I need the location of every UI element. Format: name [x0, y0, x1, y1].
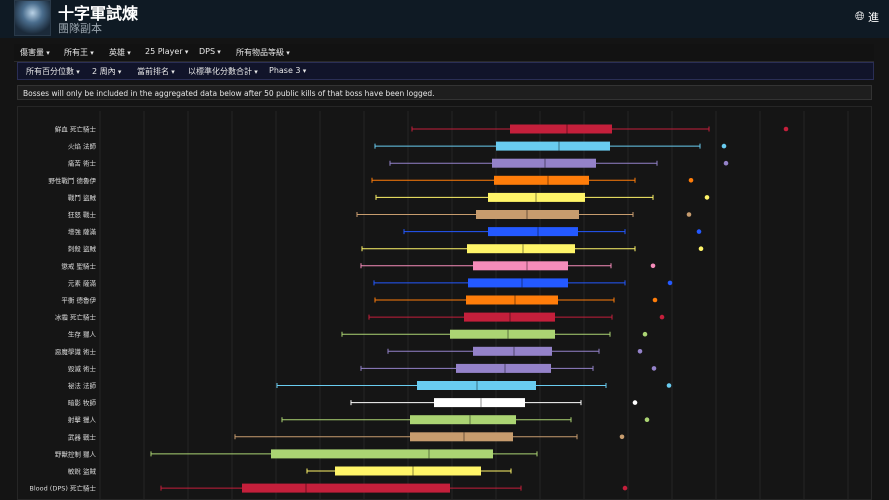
category-label: 刺殺 盜賊 [68, 244, 97, 253]
menu-boss[interactable]: 所有王 [64, 47, 94, 58]
category-label: 戰鬥 盜賊 [68, 193, 97, 202]
outlier-point [723, 160, 729, 166]
box [510, 124, 612, 134]
menu-normalization[interactable]: 以標準化分數合計 [188, 66, 258, 77]
box [450, 329, 555, 339]
outlier-point [704, 195, 710, 200]
category-label: 野性戰鬥 德魯伊 [48, 176, 96, 185]
category-label: 元素 薩滿 [68, 278, 97, 287]
box [456, 363, 551, 373]
category-label: 暗影 牧師 [68, 398, 97, 407]
outlier-point [642, 331, 648, 337]
menu-difficulty[interactable]: 英雄 [109, 47, 131, 58]
category-label: 增強 薩滿 [68, 227, 97, 236]
box [488, 227, 578, 237]
outlier-point [659, 314, 665, 320]
outlier-point [686, 212, 692, 217]
box [466, 295, 558, 305]
menu-role[interactable]: DPS [199, 47, 221, 56]
box [468, 278, 568, 288]
globe-icon[interactable]: 🌐︎ [855, 9, 865, 23]
box [496, 141, 610, 151]
box [473, 346, 552, 356]
category-label: 冰霜 死亡騎士 [55, 313, 97, 322]
category-label: 懲戒 聖騎士 [61, 261, 96, 270]
category-label: 惡魔學識 術士 [55, 347, 97, 356]
outlier-point [650, 263, 656, 269]
outlier-point [619, 434, 625, 440]
outlier-point [667, 280, 673, 286]
menu-item-level[interactable]: 所有物品等級 [236, 47, 290, 58]
page-subtitle: 團隊副本 [58, 22, 102, 35]
box [417, 381, 536, 390]
outlier-point [783, 126, 789, 132]
category-label: 痛苦 術士 [68, 159, 97, 168]
box [242, 483, 450, 493]
menu-metric[interactable]: 傷害量 [20, 47, 50, 58]
menu-time-range[interactable]: 2 周內 [92, 66, 121, 77]
category-label: 生存 獵人 [68, 330, 97, 339]
box [335, 466, 481, 476]
page-header: 十字軍試煉 團隊副本 🌐︎ 進 [0, 0, 889, 38]
outlier-point [696, 229, 702, 234]
menu-phase[interactable]: Phase 3 [269, 66, 306, 75]
box [473, 261, 568, 271]
outlier-point [644, 417, 650, 423]
category-label: 毀滅 術士 [68, 364, 97, 373]
notice-banner: Bosses will only be included in the aggr… [17, 85, 872, 100]
outlier-point [688, 178, 694, 183]
box [271, 449, 493, 459]
category-label: 敏銳 盜賊 [68, 467, 97, 476]
filter-bar-primary: 傷害量 所有王 英雄 25 Player DPS 所有物品等級 [14, 44, 874, 62]
category-label: 鮮血 死亡騎士 [55, 125, 97, 134]
category-label: 祕法 法師 [68, 381, 97, 390]
category-label: 火焰 法師 [68, 142, 97, 151]
box [464, 312, 555, 322]
category-label: 武器 戰士 [68, 432, 97, 441]
menu-ranking[interactable]: 當前排名 [137, 66, 175, 77]
box [434, 398, 525, 408]
boxplot-chart: 鮮血 死亡騎士火焰 法師痛苦 術士野性戰鬥 德魯伊戰鬥 盜賊狂怒 戰士增強 薩滿… [17, 106, 872, 500]
menu-percentile[interactable]: 所有百分位數 [26, 66, 80, 77]
box [467, 244, 575, 254]
raid-logo [14, 0, 51, 36]
menu-raid-size[interactable]: 25 Player [145, 47, 188, 56]
language-link[interactable]: 進 [868, 11, 879, 24]
outlier-point [652, 297, 658, 303]
page-title: 十字軍試煉 [58, 4, 139, 23]
box [492, 158, 596, 168]
outlier-point [666, 383, 672, 388]
category-label: 野獸控制 獵人 [55, 449, 97, 458]
category-label: Blood (DPS) 死亡騎士 [29, 484, 96, 493]
box [410, 432, 513, 442]
outlier-point [721, 143, 727, 149]
box [494, 175, 589, 185]
outlier-point [632, 400, 638, 405]
category-label: 射擊 獵人 [68, 415, 97, 424]
category-label: 狂怒 戰士 [68, 210, 97, 219]
box [410, 415, 516, 425]
filter-bar-secondary: 所有百分位數 2 周內 當前排名 以標準化分數合計 Phase 3 [17, 62, 874, 80]
category-label: 平衡 德魯伊 [61, 296, 96, 305]
outlier-point [651, 366, 657, 371]
outlier-point [637, 349, 643, 354]
box [488, 192, 585, 202]
outlier-point [622, 485, 628, 491]
box [476, 210, 579, 219]
outlier-point [698, 246, 704, 251]
